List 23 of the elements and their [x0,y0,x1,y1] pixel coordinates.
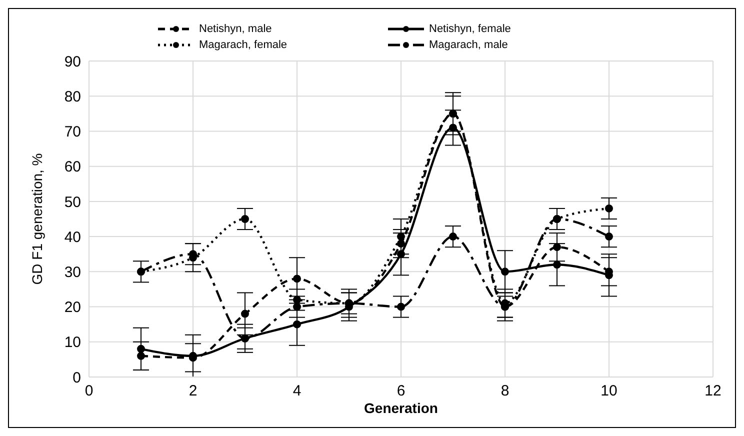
y-tick-label: 0 [72,369,81,386]
y-tick-label: 20 [64,299,81,316]
x-tick-label: 6 [396,382,406,400]
y-tick-label: 90 [64,53,81,70]
y-tick-label: 50 [64,194,81,211]
x-tick-label: 0 [84,382,94,400]
y-axis-title: GD F1 generation, % [28,153,45,285]
x-axis-title: Generation [364,400,438,416]
legend-label: Netishyn, male [199,23,272,35]
y-tick-label: 10 [64,334,81,352]
legend-label: Magarach, female [199,39,288,51]
x-tick-label: 12 [704,382,722,400]
y-tick-label: 40 [64,228,81,246]
y-tick-label: 70 [64,124,81,141]
legend-label: Netishyn, female [429,23,511,35]
x-tick-label: 10 [600,382,618,400]
y-tick-label: 80 [64,88,81,106]
y-tick-label: 30 [64,264,81,281]
x-tick-label: 4 [292,382,302,400]
x-tick-label: 2 [188,382,198,400]
y-tick-label: 60 [64,158,81,176]
x-tick-label: 8 [500,382,510,400]
legend-label: Magarach, male [429,39,508,51]
